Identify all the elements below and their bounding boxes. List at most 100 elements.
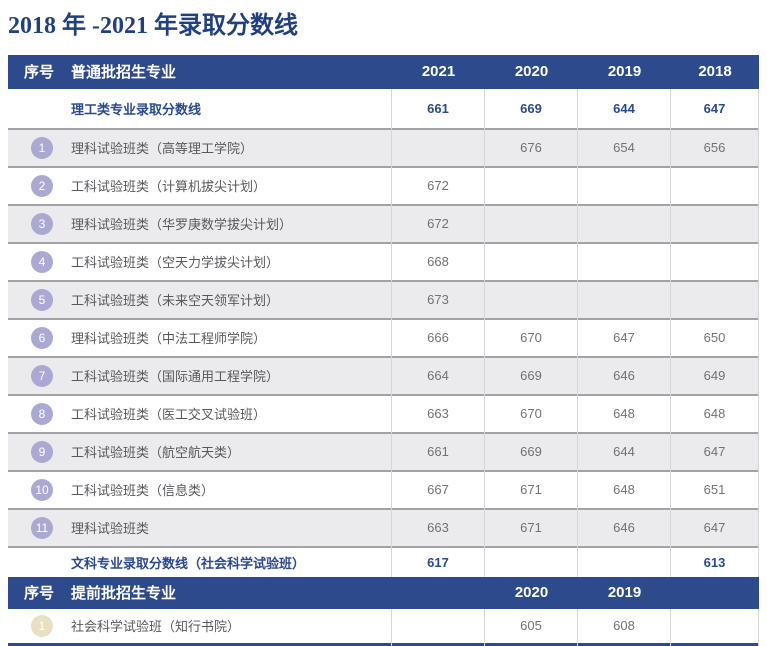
score-2020: 670 <box>485 317 577 356</box>
row-number-badge: 10 <box>31 478 53 501</box>
empty-index-cell <box>8 89 62 128</box>
score-2021: 668 <box>392 241 484 280</box>
major-name: 理科试验班类（中法工程师学院） <box>62 317 391 356</box>
table2-header-row: 序号 提前批招生专业 2020 2019 <box>8 576 759 609</box>
score-2021: 672 <box>392 165 484 204</box>
table2-header-major: 提前批招生专业 <box>71 585 177 603</box>
row-number-badge: 11 <box>31 516 53 539</box>
table1-header-year-2019: 2019 <box>607 63 642 81</box>
table-row: 5 工科试验班类（未来空天领军计划） 673 <box>8 279 759 318</box>
score-2019 <box>578 241 670 280</box>
column-divider <box>391 393 392 432</box>
column-divider <box>391 127 392 166</box>
column-divider <box>391 545 392 577</box>
column-divider <box>670 469 671 508</box>
table-row: 2 工科试验班类（计算机拔尖计划） 672 <box>8 165 759 204</box>
column-divider <box>391 165 392 204</box>
score-2019: 648 <box>578 393 670 432</box>
score-2019 <box>578 203 670 242</box>
score-2018: 650 <box>671 317 758 356</box>
score-2021 <box>392 127 484 166</box>
row-number-badge: 9 <box>31 440 53 463</box>
major-name: 工科试验班类（计算机拔尖计划） <box>62 165 391 204</box>
row-number-badge: 6 <box>31 326 53 349</box>
major-name: 工科试验班类（医工交叉试验班） <box>62 393 391 432</box>
table1-header-year-2020: 2020 <box>514 63 549 81</box>
major-name: 工科试验班类（航空航天类） <box>62 431 391 470</box>
row-number-badge: 1 <box>31 136 53 159</box>
table1-header-row: 序号 普通批招生专业 2021 2020 2019 2018 <box>8 54 759 89</box>
score-2019: 648 <box>578 469 670 508</box>
column-divider <box>484 469 485 508</box>
column-divider <box>670 393 671 432</box>
major-name: 工科试验班类（信息类） <box>62 469 391 508</box>
column-divider <box>391 203 392 242</box>
score-2020: 669 <box>485 355 577 394</box>
score-2019 <box>578 165 670 204</box>
arts-summary-2019 <box>578 545 670 577</box>
row-index-cell: 6 <box>8 317 62 356</box>
row-index-cell: 3 <box>8 203 62 242</box>
score-2019 <box>578 279 670 318</box>
score-2020 <box>485 165 577 204</box>
score-2018 <box>671 241 758 280</box>
page-title: 2018 年 -2021 年录取分数线 <box>8 13 298 39</box>
column-divider <box>577 545 578 577</box>
score-2021: 663 <box>392 393 484 432</box>
score-2020: 671 <box>485 507 577 546</box>
score-2018 <box>671 609 758 646</box>
score-2020: 669 <box>485 431 577 470</box>
table-right-border <box>758 431 759 470</box>
column-divider <box>670 165 671 204</box>
science-summary-2019: 644 <box>613 100 635 116</box>
science-summary-row: 理工类专业录取分数线 661 669 644 647 <box>8 88 759 128</box>
table1-header-year-2018: 2018 <box>698 63 732 81</box>
table1-rows: 1 理科试验班类（高等理工学院） 676 654 656 2 工科试验班类（计算… <box>8 127 759 546</box>
table-row: 8 工科试验班类（医工交叉试验班） 663 670 648 648 <box>8 393 759 432</box>
table-right-border <box>758 88 759 128</box>
science-summary-2020: 669 <box>520 100 542 116</box>
row-number-badge: 7 <box>31 364 53 387</box>
row-index-cell: 1 <box>8 127 62 166</box>
table-row: 10 工科试验班类（信息类） 667 671 648 651 <box>8 469 759 508</box>
science-summary-2021: 661 <box>427 100 449 116</box>
score-2020 <box>485 279 577 318</box>
column-divider <box>577 355 578 394</box>
score-2021 <box>392 609 484 646</box>
column-divider <box>670 88 671 128</box>
table1-header-year-2021: 2021 <box>421 63 456 81</box>
score-2021: 664 <box>392 355 484 394</box>
score-2018: 647 <box>671 431 758 470</box>
table2-header-index: 序号 <box>24 585 55 603</box>
table-row: 6 理科试验班类（中法工程师学院） 666 670 647 650 <box>8 317 759 356</box>
score-2019: 646 <box>578 355 670 394</box>
row-index-cell: 5 <box>8 279 62 318</box>
score-2020 <box>485 203 577 242</box>
column-divider <box>577 203 578 242</box>
score-2021: 673 <box>392 279 484 318</box>
column-divider <box>391 279 392 318</box>
major-name: 工科试验班类（空天力学拔尖计划） <box>62 241 391 280</box>
column-divider <box>577 241 578 280</box>
arts-summary-label: 文科专业录取分数线（社会科学试验班） <box>62 545 391 577</box>
column-divider <box>391 88 392 128</box>
row-index-cell: 4 <box>8 241 62 280</box>
score-2018 <box>671 203 758 242</box>
table2-header-year-2019: 2019 <box>607 584 642 602</box>
major-name: 理科试验班类（高等理工学院） <box>62 127 391 166</box>
table-right-border <box>758 241 759 280</box>
score-2021: 663 <box>392 507 484 546</box>
row-index-cell: 11 <box>8 507 62 546</box>
column-divider <box>391 507 392 546</box>
science-summary-label: 理工类专业录取分数线 <box>71 101 202 117</box>
column-divider <box>484 165 485 204</box>
row-index-cell: 1 <box>8 609 62 646</box>
column-divider <box>670 507 671 546</box>
admission-scores-table: 序号 普通批招生专业 2021 2020 2019 2018 理工类专业录取分数… <box>8 54 759 646</box>
table-right-border <box>758 608 759 646</box>
column-divider <box>577 88 578 128</box>
score-2018 <box>671 279 758 318</box>
row-number-badge: 5 <box>31 288 53 311</box>
row-index-cell: 7 <box>8 355 62 394</box>
